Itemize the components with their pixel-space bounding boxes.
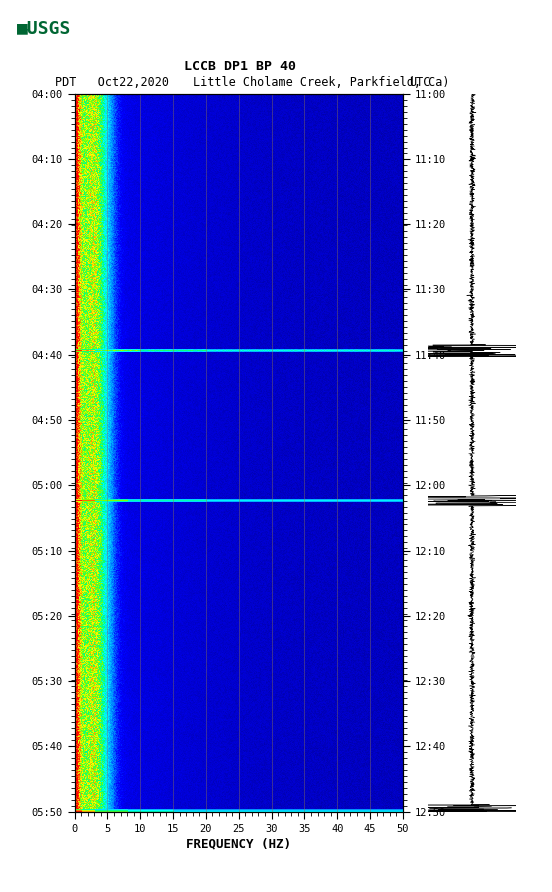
Text: Little Cholame Creek, Parkfield, Ca): Little Cholame Creek, Parkfield, Ca) (193, 76, 450, 88)
Text: ■USGS: ■USGS (17, 20, 71, 37)
X-axis label: FREQUENCY (HZ): FREQUENCY (HZ) (186, 838, 291, 851)
Text: PDT   Oct22,2020: PDT Oct22,2020 (55, 76, 169, 88)
Text: LCCB DP1 BP 40: LCCB DP1 BP 40 (184, 61, 296, 73)
Text: UTC: UTC (409, 76, 430, 88)
